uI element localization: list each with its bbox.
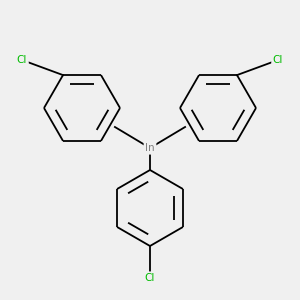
- Text: Cl: Cl: [273, 55, 283, 65]
- Text: Cl: Cl: [17, 55, 27, 65]
- Text: Cl: Cl: [145, 273, 155, 283]
- Text: In: In: [145, 143, 155, 153]
